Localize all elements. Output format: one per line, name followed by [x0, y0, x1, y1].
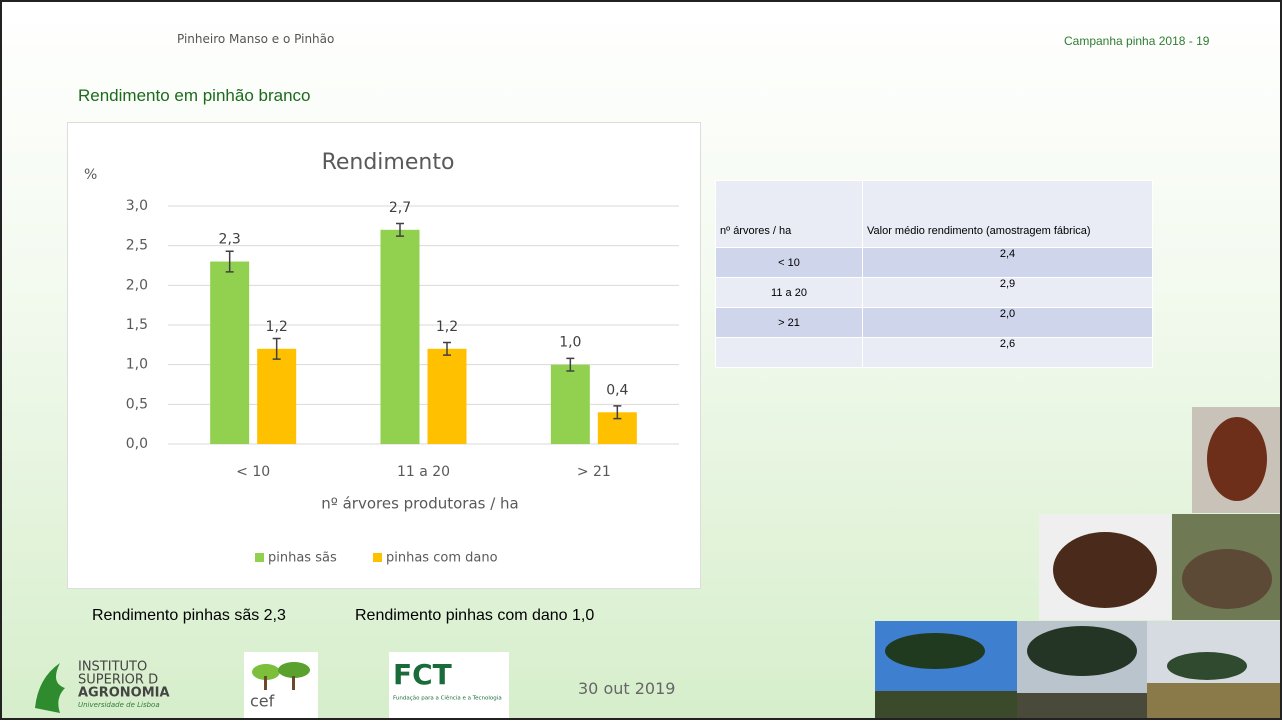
y-tick-label: 2,0	[126, 277, 148, 293]
table-cell: > 21	[715, 307, 863, 338]
x-tick-label: 11 a 20	[397, 464, 450, 480]
y-tick-label: 1,0	[126, 357, 148, 373]
legend-label: pinhas com dano	[386, 551, 498, 566]
photo	[1172, 514, 1280, 620]
table-cell: 2,0	[862, 307, 1153, 338]
error-bar	[396, 222, 404, 237]
data-label: 1,2	[266, 319, 288, 335]
error-bar	[443, 341, 451, 356]
isa-logo: INSTITUTO SUPERIOR D AGRONOMIA Universid…	[35, 660, 170, 713]
table-cell: 2,4	[862, 247, 1153, 278]
legend-swatch	[255, 553, 264, 562]
summary: Rendimento pinhas sãs 2,3	[92, 607, 286, 624]
logo-text: AGRONOMIA	[78, 686, 170, 701]
legend-label: pinhas sãs	[268, 551, 337, 566]
logo-text: cef	[250, 692, 275, 711]
chart: Rendimento% nº árvores produtoras / ha 0,0…	[84, 150, 679, 566]
chart-box: Rendimento% nº árvores produtoras / ha 0,0…	[67, 122, 701, 589]
logo-text: INSTITUTO	[78, 660, 147, 675]
bar	[427, 348, 467, 444]
logo-text: SUPERIOR D	[78, 673, 158, 688]
header-left: Pinheiro Manso e o Pinhão	[177, 32, 335, 46]
photo	[1017, 621, 1147, 718]
table-header: Valor médio rendimento (amostragem fábri…	[862, 180, 1153, 248]
summary: Rendimento pinhas com dano 1,0	[355, 607, 595, 624]
logo-text: Universidade de Lisboa	[78, 701, 160, 709]
table-cell: 2,9	[862, 277, 1153, 308]
data-label: 1,2	[436, 319, 458, 335]
y-tick-label: 2,5	[126, 238, 148, 254]
bar	[380, 229, 420, 444]
photo	[875, 621, 1017, 718]
header-right: Campanha pinha 2018 - 19	[1064, 34, 1210, 48]
y-tick-label: 1,5	[126, 317, 148, 333]
table-cell: 2,6	[862, 337, 1153, 368]
data-label: 0,4	[606, 382, 628, 398]
photo	[1039, 514, 1171, 620]
data-label: 1,0	[559, 335, 581, 351]
data-label: 2,3	[219, 232, 241, 248]
photo	[1192, 407, 1280, 513]
cef-logo: cef	[244, 652, 318, 718]
date: 30 out 2019	[578, 679, 676, 698]
y-tick-label: 0,5	[126, 396, 148, 412]
table-cell: 11 a 20	[715, 277, 863, 308]
bar	[550, 364, 590, 444]
error-bar	[566, 357, 575, 372]
error-bar	[272, 337, 281, 360]
table-cell: < 10	[715, 247, 863, 278]
fct-logo: FCT Fundação para a Ciência e a Tecnolog…	[389, 652, 509, 718]
x-tick-label: > 21	[577, 464, 611, 480]
slide-title: Rendimento em pinhão branco	[78, 86, 311, 105]
logo-text: Fundação para a Ciência e a Tecnologia	[393, 695, 502, 702]
table-cell	[715, 337, 863, 368]
bar	[257, 348, 297, 444]
y-tick-label: 3,0	[126, 198, 148, 214]
y-axis-label: %	[84, 167, 97, 183]
bar	[210, 261, 250, 444]
x-axis-label: nº árvores produtoras / ha	[321, 495, 519, 513]
error-bar	[225, 250, 234, 273]
chart-title: Rendimento	[322, 150, 455, 175]
table: nº árvores / ha Valor médio rendimento (a…	[715, 180, 1153, 368]
y-tick-label: 0,0	[126, 436, 148, 452]
x-tick-label: < 10	[236, 464, 270, 480]
photo	[1147, 621, 1280, 718]
error-bar	[613, 405, 622, 420]
logo-text: FCT	[393, 658, 452, 691]
legend-swatch	[373, 553, 382, 562]
table-header: nº árvores / ha	[715, 180, 863, 248]
data-label: 2,7	[389, 200, 411, 216]
